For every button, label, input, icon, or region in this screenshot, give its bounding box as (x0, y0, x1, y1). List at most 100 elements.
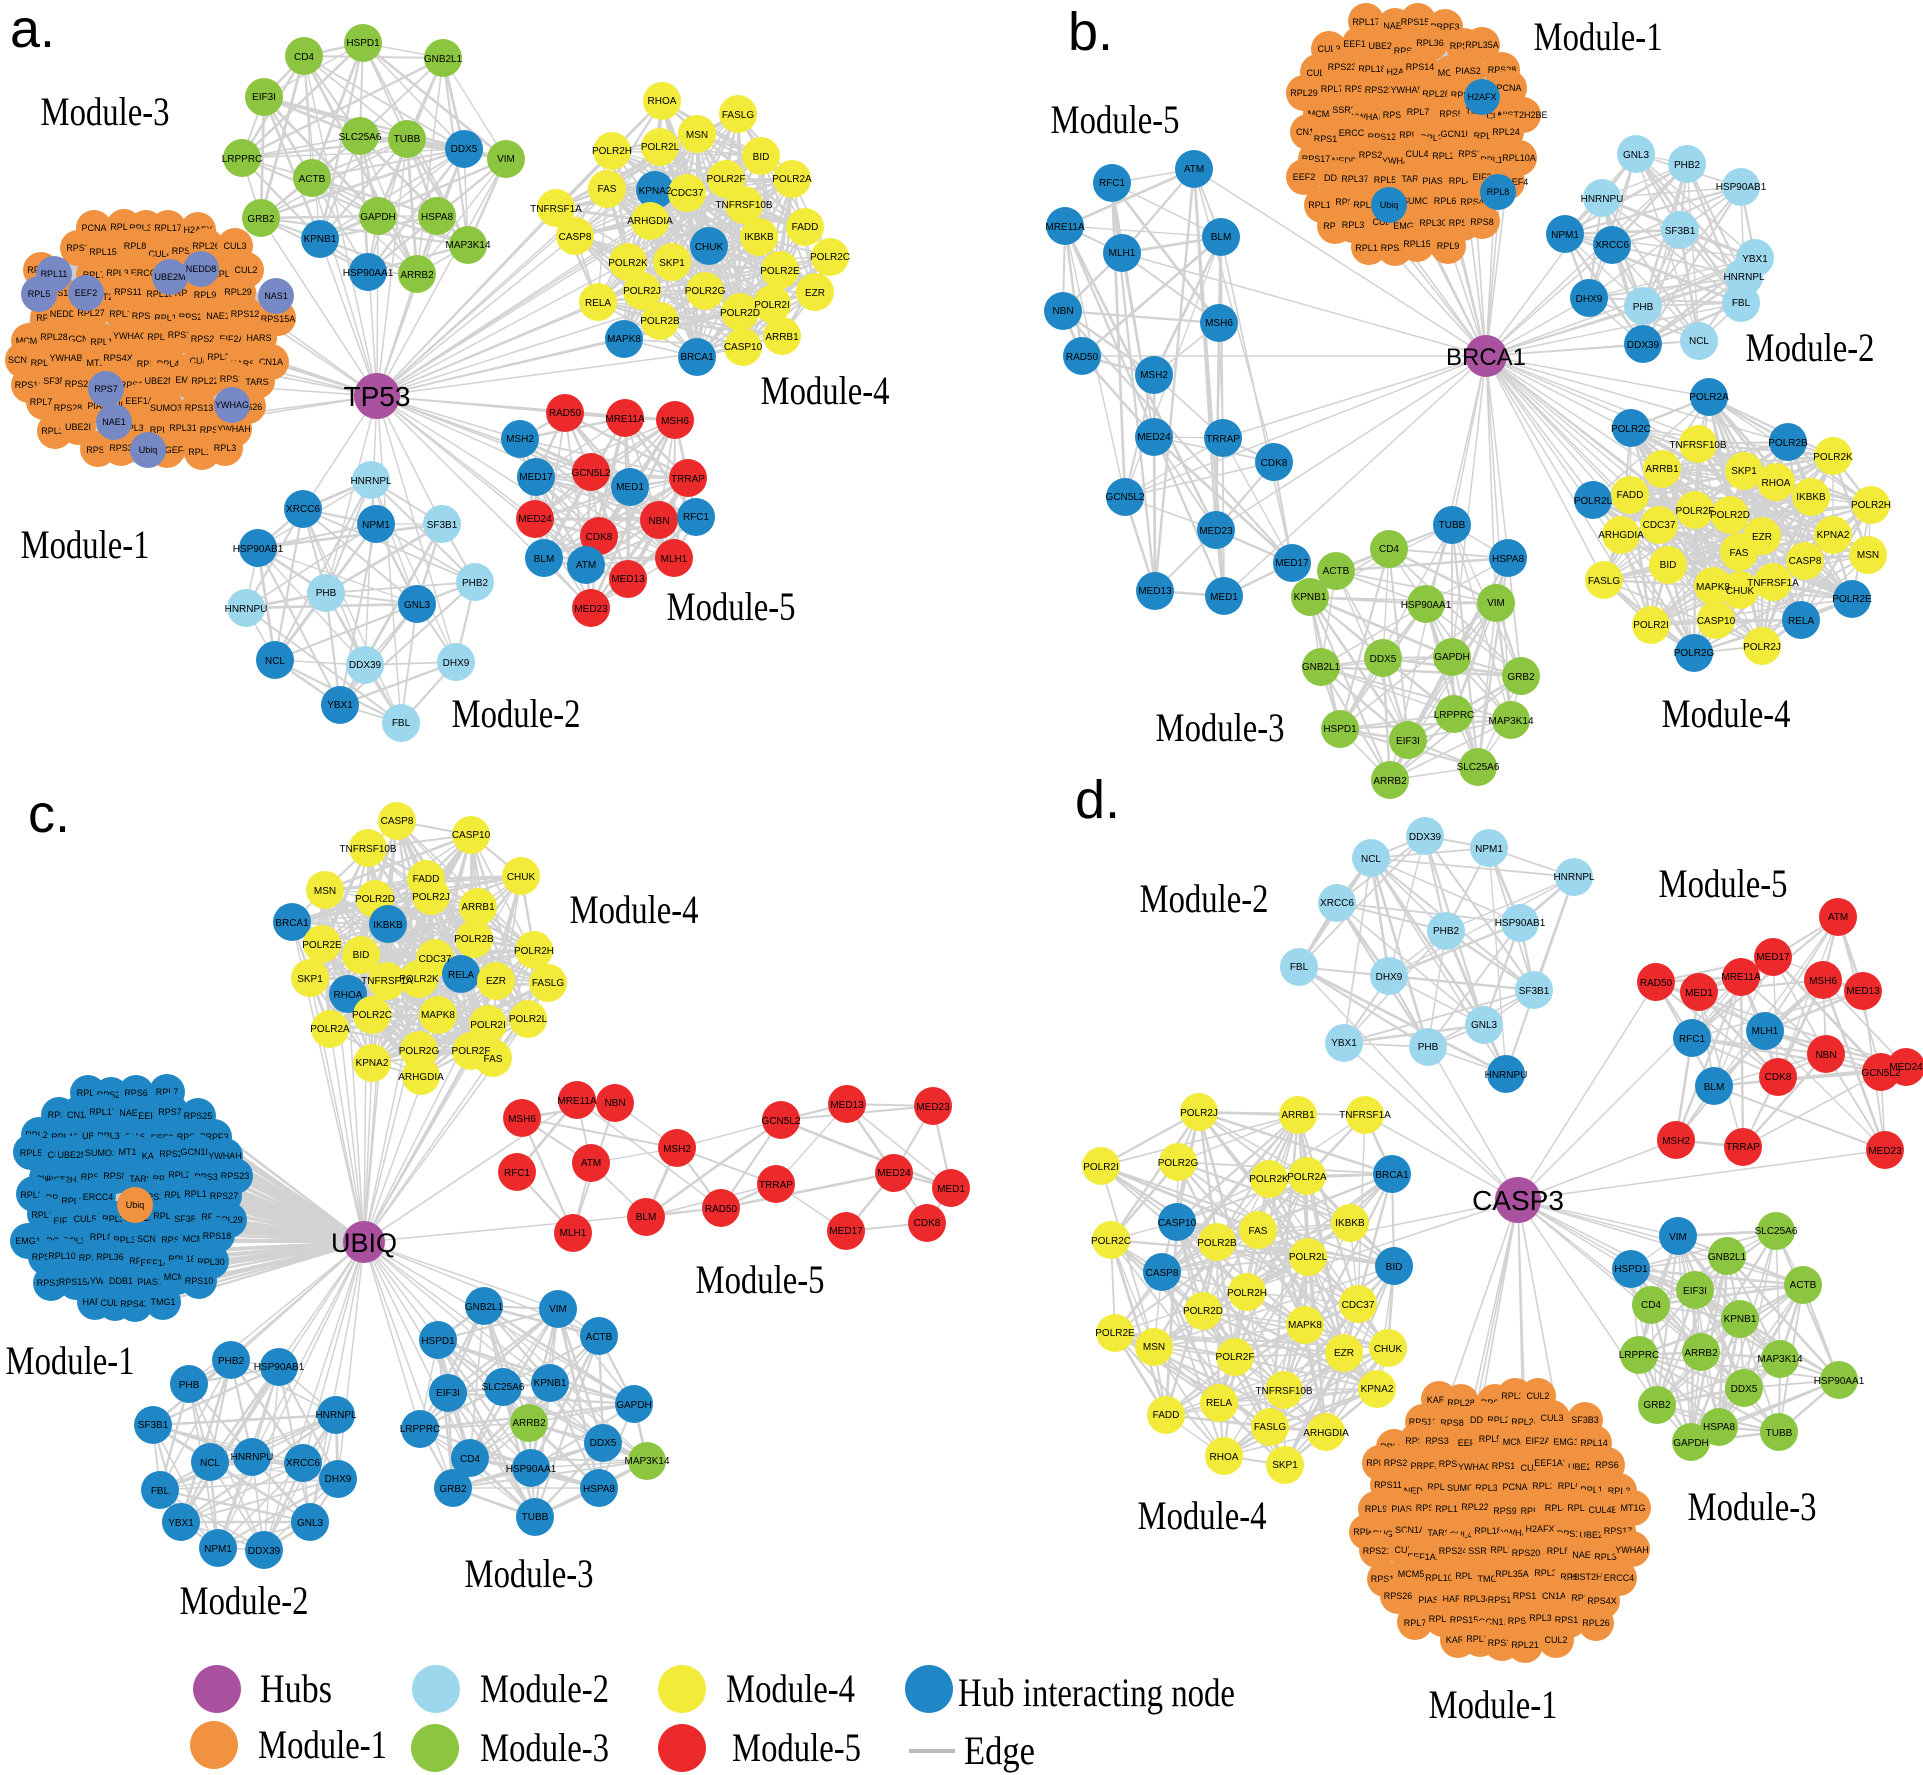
svg-text:RPS15A: RPS15A (1488, 1595, 1523, 1605)
svg-text:TUBB: TUBB (1766, 1428, 1793, 1439)
svg-text:RPS23: RPS23 (221, 1171, 250, 1181)
svg-text:POLR2H: POLR2H (514, 946, 554, 957)
svg-text:GRB2: GRB2 (1507, 672, 1535, 683)
svg-text:POLR2L: POLR2L (641, 142, 680, 153)
svg-text:POLR2F: POLR2F (707, 174, 746, 185)
svg-text:RPS14: RPS14 (1492, 1461, 1521, 1471)
svg-text:FASLG: FASLG (1254, 1422, 1286, 1433)
svg-text:LRPPRC: LRPPRC (222, 154, 263, 165)
svg-text:HIST2H2BE: HIST2H2BE (1570, 1572, 1619, 1582)
svg-text:YWHAG: YWHAG (113, 331, 147, 341)
svg-text:RPL36: RPL36 (1416, 38, 1444, 48)
svg-text:CUL1: CUL1 (1520, 1463, 1543, 1473)
svg-text:RAD50: RAD50 (1640, 978, 1673, 989)
svg-text:NPM1: NPM1 (204, 1544, 232, 1555)
svg-text:CDC37: CDC37 (1643, 520, 1676, 531)
svg-text:RPS8: RPS8 (1470, 217, 1494, 227)
svg-text:NAE1: NAE1 (119, 1108, 143, 1118)
svg-text:MED1: MED1 (1210, 592, 1238, 603)
svg-text:GCN5L2: GCN5L2 (1862, 1068, 1901, 1079)
svg-text:YBX1: YBX1 (327, 700, 353, 711)
svg-text:CD4: CD4 (294, 52, 314, 63)
svg-text:TNFRSF10B: TNFRSF10B (339, 844, 397, 855)
svg-text:CUL5: CUL5 (189, 356, 212, 366)
svg-text:RPL34: RPL34 (41, 426, 69, 436)
svg-text:NEDD8: NEDD8 (1332, 156, 1363, 166)
svg-text:RPL38: RPL38 (113, 1235, 141, 1245)
svg-text:GNB2L1: GNB2L1 (465, 1302, 504, 1313)
svg-text:RPS5: RPS5 (1560, 1572, 1584, 1582)
svg-text:RPS28: RPS28 (54, 403, 83, 413)
svg-text:MRE11A: MRE11A (557, 1096, 597, 1107)
svg-text:EIF2A: EIF2A (53, 1216, 78, 1226)
svg-text:NCL: NCL (200, 1458, 220, 1469)
svg-text:LRPPRC: LRPPRC (1434, 710, 1475, 721)
svg-text:ERCC4: ERCC4 (131, 268, 162, 278)
svg-text:DHX9: DHX9 (325, 1474, 352, 1485)
svg-text:YWHAB: YWHAB (49, 353, 82, 363)
svg-text:HSPA8: HSPA8 (1492, 554, 1524, 565)
svg-text:TNFRSF1A: TNFRSF1A (361, 976, 413, 987)
svg-text:YWHAH: YWHAH (217, 424, 251, 434)
svg-text:POLR2H: POLR2H (592, 146, 632, 157)
svg-text:RPL8: RPL8 (124, 241, 147, 251)
svg-text:DDB1: DDB1 (109, 1276, 133, 1286)
svg-text:NAS1: NAS1 (264, 291, 288, 301)
svg-text:RPL12: RPL12 (51, 1132, 79, 1142)
svg-text:RPS20: RPS20 (191, 334, 220, 344)
svg-text:ARHGDIA: ARHGDIA (627, 216, 673, 227)
svg-text:RPL6: RPL6 (48, 1110, 71, 1120)
svg-text:MED1: MED1 (616, 482, 644, 493)
svg-text:YWHAB: YWHAB (1500, 1528, 1533, 1538)
svg-text:TARS: TARS (1401, 174, 1424, 184)
svg-text:RPS27: RPS27 (210, 1191, 239, 1201)
svg-text:XRCC6: XRCC6 (1595, 240, 1629, 251)
svg-text:MSN: MSN (1143, 1342, 1165, 1353)
svg-text:CD4: CD4 (1379, 544, 1399, 555)
svg-text:GNB2L1: GNB2L1 (1708, 1252, 1747, 1263)
svg-text:KPNA2: KPNA2 (1817, 530, 1850, 541)
svg-text:CUL5: CUL5 (1394, 1545, 1417, 1555)
svg-text:EZR: EZR (1334, 1348, 1354, 1359)
svg-text:FADD: FADD (413, 874, 440, 885)
svg-text:CUL2: CUL2 (35, 1174, 58, 1184)
svg-text:Hub interacting node: Hub interacting node (958, 1670, 1235, 1715)
svg-text:HNRNPU: HNRNPU (225, 604, 268, 615)
svg-text:ACTB: ACTB (586, 1332, 613, 1343)
svg-text:RPL32: RPL32 (1490, 1545, 1518, 1555)
svg-text:IKBKB: IKBKB (1796, 492, 1826, 503)
svg-text:BLM: BLM (534, 554, 555, 565)
svg-text:RPS8: RPS8 (1440, 1418, 1464, 1428)
svg-text:MAP3K14: MAP3K14 (624, 1456, 669, 1467)
svg-text:YWHAG: YWHAG (215, 400, 249, 410)
svg-text:RPS13: RPS13 (1394, 46, 1423, 56)
svg-text:RPS26: RPS26 (1359, 150, 1388, 160)
svg-text:Module-5: Module-5 (667, 584, 796, 629)
svg-text:TNFRSF10B: TNFRSF10B (1255, 1386, 1313, 1397)
svg-text:FAS: FAS (598, 184, 617, 195)
svg-text:KPNA2: KPNA2 (639, 186, 672, 197)
svg-text:POLR2L: POLR2L (509, 1014, 548, 1025)
svg-text:a.: a. (10, 0, 55, 59)
svg-text:KPNA2: KPNA2 (356, 1058, 389, 1069)
svg-text:TARS: TARS (1427, 1528, 1450, 1538)
svg-text:POLR2I: POLR2I (470, 1020, 506, 1031)
svg-text:PRPF3: PRPF3 (1410, 1461, 1439, 1471)
svg-text:Module-3: Module-3 (480, 1725, 609, 1770)
svg-text:RPL34: RPL34 (1463, 1594, 1491, 1604)
svg-text:POLR2D: POLR2D (355, 894, 395, 905)
svg-text:MED1: MED1 (1685, 988, 1713, 999)
svg-text:UBE2M: UBE2M (144, 376, 175, 386)
svg-text:RPS19: RPS19 (1314, 134, 1343, 144)
svg-text:CUL2: CUL2 (1526, 1391, 1549, 1401)
svg-text:GCN1L1: GCN1L1 (180, 1147, 215, 1157)
svg-text:TRRAP: TRRAP (759, 1180, 793, 1191)
svg-text:GCN5L2: GCN5L2 (1106, 492, 1145, 503)
svg-text:GNL3: GNL3 (297, 1518, 324, 1529)
svg-text:EZR: EZR (1752, 532, 1772, 543)
svg-text:RPS23: RPS23 (1328, 62, 1357, 72)
svg-text:RPL24: RPL24 (1511, 1417, 1539, 1427)
svg-text:CUL4B: CUL4B (107, 400, 136, 410)
svg-text:RPS13: RPS13 (1439, 1459, 1468, 1469)
svg-text:CASP8: CASP8 (381, 816, 414, 827)
